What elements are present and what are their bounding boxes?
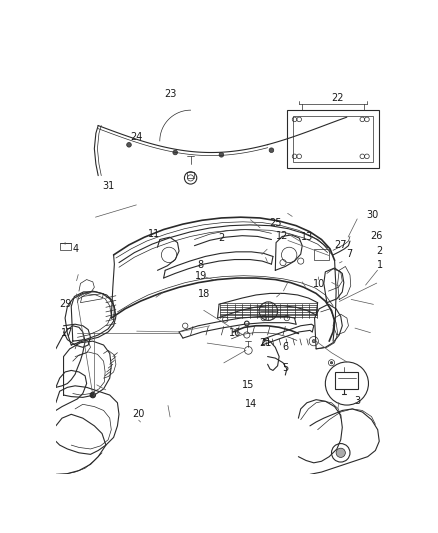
Text: 18: 18 bbox=[198, 289, 210, 299]
Text: 7: 7 bbox=[346, 248, 353, 259]
Text: 16: 16 bbox=[229, 328, 241, 338]
Circle shape bbox=[173, 150, 177, 155]
Text: 13: 13 bbox=[301, 232, 313, 242]
Circle shape bbox=[330, 361, 332, 364]
Text: 20: 20 bbox=[132, 409, 145, 418]
Bar bbox=[187, 172, 194, 178]
Bar bbox=[336, 372, 358, 389]
Text: 12: 12 bbox=[276, 230, 288, 240]
Circle shape bbox=[312, 340, 315, 343]
Text: 8: 8 bbox=[198, 260, 204, 270]
Bar bbox=[60, 243, 71, 251]
Text: 21: 21 bbox=[259, 338, 271, 348]
Text: 5: 5 bbox=[282, 362, 288, 373]
Text: 31: 31 bbox=[102, 181, 114, 191]
Text: 6: 6 bbox=[282, 342, 288, 352]
Text: 25: 25 bbox=[269, 218, 281, 228]
Circle shape bbox=[90, 392, 95, 398]
Circle shape bbox=[336, 448, 346, 457]
Text: 2: 2 bbox=[218, 233, 224, 244]
Text: 26: 26 bbox=[370, 231, 382, 241]
Text: 27: 27 bbox=[335, 239, 347, 249]
Circle shape bbox=[269, 148, 274, 152]
Text: 17: 17 bbox=[61, 328, 73, 338]
Bar bbox=[314, 249, 329, 260]
Circle shape bbox=[219, 152, 224, 157]
Text: 1: 1 bbox=[377, 260, 383, 270]
Text: 2: 2 bbox=[377, 246, 383, 256]
Text: 24: 24 bbox=[131, 132, 143, 142]
Text: 4: 4 bbox=[73, 244, 79, 254]
Circle shape bbox=[127, 142, 131, 147]
Text: 3: 3 bbox=[355, 397, 361, 406]
Text: 14: 14 bbox=[245, 399, 258, 409]
Text: 29: 29 bbox=[59, 298, 71, 309]
Text: 19: 19 bbox=[195, 271, 207, 281]
Text: 22: 22 bbox=[331, 93, 344, 103]
Text: 15: 15 bbox=[242, 380, 254, 390]
Text: 23: 23 bbox=[164, 88, 177, 99]
Text: 11: 11 bbox=[148, 229, 160, 239]
Bar bbox=[287, 110, 379, 168]
Text: 30: 30 bbox=[367, 210, 379, 220]
Bar bbox=[293, 116, 373, 161]
Text: 10: 10 bbox=[313, 279, 325, 288]
